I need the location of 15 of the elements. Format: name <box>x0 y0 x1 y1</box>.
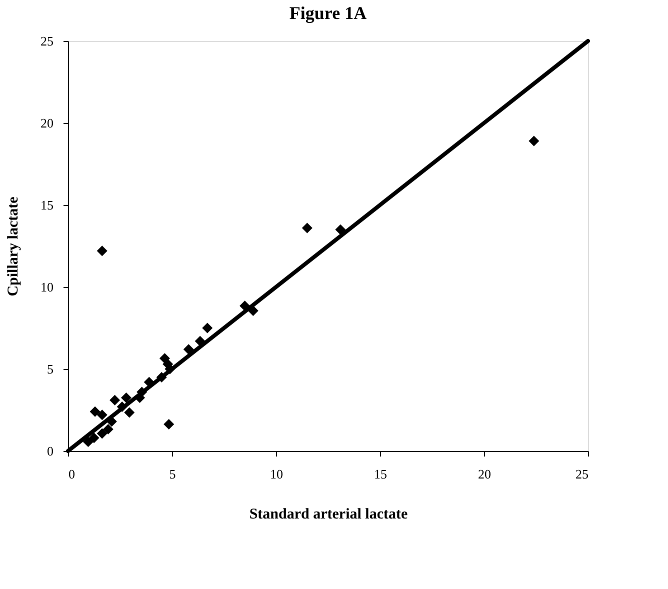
y-tick-label: 5 <box>47 362 54 376</box>
y-tick-label: 15 <box>40 198 54 212</box>
x-tick-label: 25 <box>576 466 588 482</box>
y-axis-title: Cpillary lactate <box>6 196 22 296</box>
y-tick-label: 20 <box>40 116 54 130</box>
x-tick-label: 0 <box>68 466 75 482</box>
y-tick-label: 0 <box>47 444 54 458</box>
chart-title: Figure 1A <box>289 3 367 23</box>
y-tick-label: 10 <box>40 280 54 294</box>
x-tick-label: 15 <box>374 466 387 482</box>
x-tick-label: 5 <box>169 466 176 482</box>
x-axis-title: Standard arterial lactate <box>249 506 408 522</box>
y-tick-label: 25 <box>40 34 54 48</box>
x-tick-label: 20 <box>478 466 491 482</box>
x-tick-label: 10 <box>270 466 283 482</box>
